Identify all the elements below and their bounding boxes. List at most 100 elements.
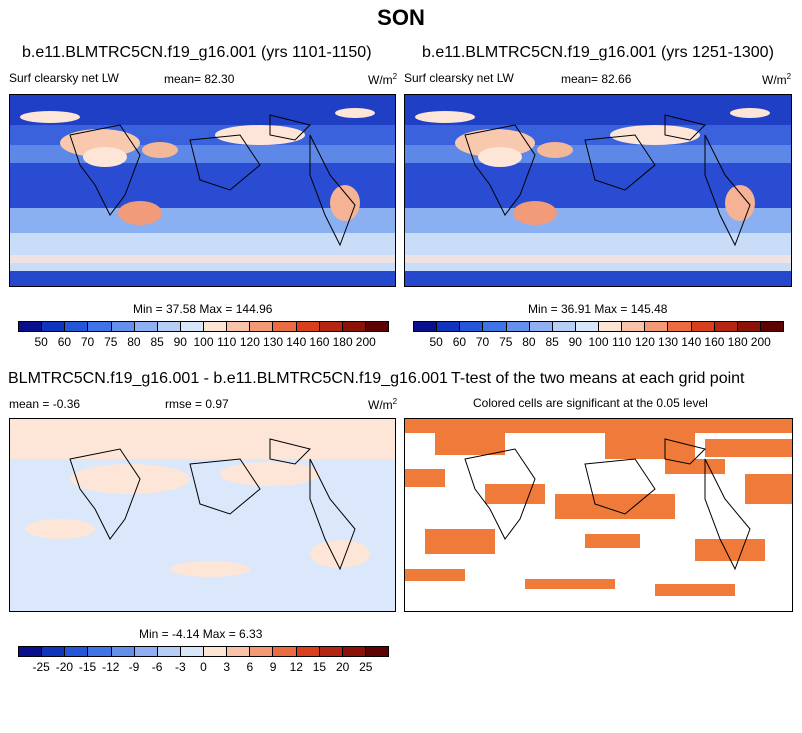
colorbar-tick-label: -3 [174,660,186,674]
colorbar-tick-label: 15 [312,660,327,674]
colorbar-swatch [250,647,274,656]
colorbar-tick-label: -20 [55,660,74,674]
colorbar-swatch [342,647,366,656]
colorbar-tick-label: 80 [127,335,141,349]
colorbar-tick-label: 75 [499,335,513,349]
map-difference [9,418,396,612]
map-base-period-2 [404,94,792,287]
colorbar-tick-label: 90 [173,335,187,349]
colorbar-swatch [414,322,438,331]
colorbar-difference [18,646,389,657]
colorbar-tick-label: -25 [32,660,50,674]
colorbar-swatch [529,322,553,331]
colorbar-swatch [19,322,43,331]
colorbar-swatch [296,322,320,331]
colorbar-tick-label: -6 [151,660,163,674]
colorbar-tick-label: 140 [681,335,702,349]
panel-title-left: b.e11.BLMTRC5CN.f19_g16.001 (yrs 1101-11… [22,44,372,61]
colorbar-swatch [714,322,738,331]
colorbar-labels-right: 50 60 70 75 80 85 90 100 110 120 130 140 160 180 200 [413,335,784,349]
colorbar-swatch [460,322,484,331]
diff-rmse: rmse = 0.97 [165,397,229,411]
colorbar-swatch [273,647,297,656]
colorbar-swatch [599,322,623,331]
diff-minmax: Min = -4.14 Max = 6.33 [139,627,263,641]
diff-title: BLMTRC5CN.f19_g16.001 - b.e11.BLMTRC5CN.… [8,370,448,387]
colorbar-swatch [19,647,43,656]
colorbar-tick-label: 90 [568,335,582,349]
colorbar-tick-label: 70 [475,335,490,349]
units-label-left: W/m2 [368,72,398,87]
colorbar-swatch [111,647,135,656]
panel-title-right: b.e11.BLMTRC5CN.f19_g16.001 (yrs 1251-13… [422,44,774,61]
colorbar-tick-label: 50 [429,335,443,349]
colorbar-swatch [250,322,274,331]
variable-label-right: Surf clearsky net LW [404,71,514,85]
colorbar-swatch [365,647,388,656]
colorbar-tick-label: 130 [658,335,679,349]
colorbar-swatch [134,647,158,656]
colorbar-labels-left: 50 60 70 75 80 85 90 100 110 120 130 140 160 180 200 [18,335,389,349]
minmax-right: Min = 36.91 Max = 145.48 [528,302,668,316]
colorbar-tick-label: 130 [263,335,284,349]
colorbar-tick-label: 100 [193,335,214,349]
colorbar-swatch [88,322,112,331]
diff-mean: mean = -0.36 [9,397,81,411]
colorbar-swatch [552,322,576,331]
minmax-left: Min = 37.58 Max = 144.96 [133,302,273,316]
colorbar-swatch [296,647,320,656]
colorbar-tick-label: -9 [128,660,140,674]
colorbar-swatch [645,322,669,331]
colorbar-swatch [180,322,204,331]
colorbar-swatch [204,647,228,656]
colorbar-tick-label: 0 [200,660,207,674]
ttest-title: T-test of the two means at each grid poi… [451,370,745,387]
colorbar-swatch [760,322,783,331]
colorbar-swatch [737,322,761,331]
colorbar-tick-label: 100 [588,335,609,349]
map-field-svg [10,95,395,286]
colorbar-tick-label: 75 [104,335,118,349]
colorbar-swatch [42,322,66,331]
mean-label-left: mean= 82.30 [164,72,235,86]
colorbar-tick-label: 120 [239,335,260,349]
colorbar-tick-label: 50 [34,335,48,349]
colorbar-tick-label: 60 [452,335,467,349]
colorbar-tick-label: 110 [217,335,237,349]
colorbar-right [413,321,784,332]
colorbar-swatch [575,322,599,331]
colorbar-tick-label: 200 [355,335,376,349]
colorbar-swatch [157,647,181,656]
mean-label-right: mean= 82.66 [561,72,632,86]
colorbar-swatch [180,647,204,656]
colorbar-tick-label: 160 [704,335,725,349]
ttest-subtitle: Colored cells are significant at the 0.0… [473,396,708,410]
colorbar-tick-label: 85 [545,335,559,349]
colorbar-swatch [88,647,112,656]
colorbar-swatch [342,322,366,331]
colorbar-swatch [273,322,297,331]
colorbar-tick-label: 85 [150,335,164,349]
units-label-right: W/m2 [762,72,792,87]
colorbar-tick-label: -15 [78,660,97,674]
colorbar-swatch [668,322,692,331]
colorbar-swatch [134,322,158,331]
ttest-field-svg [405,419,792,596]
colorbar-swatch [437,322,461,331]
colorbar-swatch [483,322,507,331]
colorbar-tick-label: 120 [634,335,655,349]
diff-units: W/m2 [368,397,398,412]
colorbar-tick-label: 180 [727,335,748,349]
colorbar-tick-label: 200 [750,335,771,349]
colorbar-tick-label: -12 [102,660,120,674]
colorbar-tick-label: 12 [289,660,303,674]
map-base-period-1 [9,94,396,287]
colorbar-swatch [319,322,343,331]
colorbar-swatch [42,647,66,656]
colorbar-swatch [691,322,715,331]
colorbar-tick-label: 60 [57,335,72,349]
colorbar-swatch [622,322,646,331]
colorbar-swatch [204,322,228,331]
colorbar-swatch [365,322,388,331]
colorbar-swatch [506,322,530,331]
